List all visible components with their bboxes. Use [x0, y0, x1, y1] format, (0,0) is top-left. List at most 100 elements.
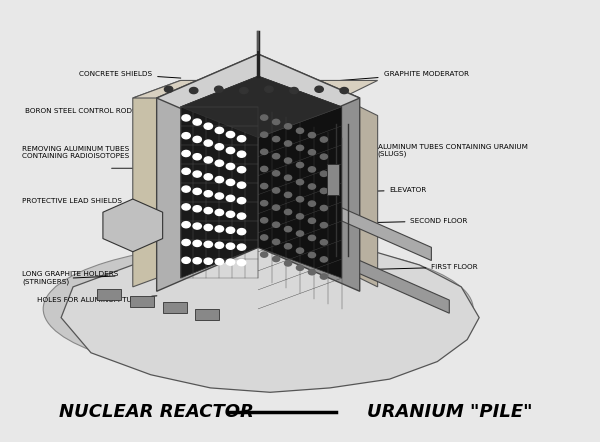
Circle shape: [193, 119, 202, 125]
Circle shape: [204, 157, 212, 163]
Polygon shape: [97, 289, 121, 300]
Polygon shape: [61, 239, 479, 392]
Circle shape: [215, 193, 224, 199]
Circle shape: [284, 192, 292, 198]
Circle shape: [296, 179, 304, 185]
Circle shape: [320, 171, 328, 176]
Circle shape: [182, 133, 190, 139]
Circle shape: [320, 206, 328, 211]
Circle shape: [190, 88, 198, 94]
Polygon shape: [133, 80, 377, 98]
Circle shape: [296, 265, 304, 271]
Text: BORON STEEL CONTROL RODS: BORON STEEL CONTROL RODS: [25, 108, 172, 114]
Circle shape: [284, 210, 292, 215]
Polygon shape: [130, 296, 154, 307]
Text: ELEVATOR: ELEVATOR: [323, 187, 427, 193]
Text: FIRST FLOOR: FIRST FLOOR: [377, 264, 478, 270]
Ellipse shape: [43, 243, 473, 375]
Circle shape: [260, 166, 268, 171]
Circle shape: [340, 88, 349, 94]
Circle shape: [284, 141, 292, 146]
Circle shape: [308, 167, 316, 172]
Circle shape: [238, 229, 246, 235]
Circle shape: [215, 242, 224, 248]
Polygon shape: [157, 54, 258, 291]
Polygon shape: [258, 54, 360, 291]
Circle shape: [226, 179, 235, 186]
Polygon shape: [342, 98, 377, 287]
Circle shape: [284, 226, 292, 232]
Circle shape: [215, 259, 224, 265]
Circle shape: [272, 205, 280, 210]
Circle shape: [320, 137, 328, 142]
Circle shape: [260, 252, 268, 257]
Circle shape: [238, 259, 246, 266]
Circle shape: [272, 239, 280, 244]
Circle shape: [308, 201, 316, 206]
Circle shape: [272, 256, 280, 262]
Circle shape: [204, 140, 212, 146]
Circle shape: [272, 137, 280, 142]
Circle shape: [320, 274, 328, 279]
Circle shape: [238, 167, 246, 173]
Circle shape: [239, 88, 248, 94]
Circle shape: [204, 123, 212, 130]
Circle shape: [265, 86, 273, 92]
Polygon shape: [181, 76, 342, 137]
Circle shape: [296, 128, 304, 133]
Circle shape: [193, 136, 202, 142]
Circle shape: [238, 151, 246, 157]
Circle shape: [284, 158, 292, 163]
Text: GRAPHITE MODERATOR: GRAPHITE MODERATOR: [315, 71, 469, 82]
Polygon shape: [342, 208, 431, 260]
Circle shape: [193, 240, 202, 247]
Circle shape: [226, 243, 235, 249]
Circle shape: [260, 183, 268, 189]
Circle shape: [193, 258, 202, 264]
Circle shape: [308, 235, 316, 240]
Circle shape: [308, 218, 316, 223]
Circle shape: [226, 195, 235, 202]
Polygon shape: [327, 164, 339, 194]
Text: CONCRETE SHIELDS: CONCRETE SHIELDS: [79, 71, 181, 78]
Circle shape: [320, 240, 328, 245]
Circle shape: [215, 176, 224, 183]
Circle shape: [296, 162, 304, 168]
Circle shape: [182, 115, 190, 121]
Text: URANIUM "PILE": URANIUM "PILE": [367, 403, 532, 421]
Circle shape: [164, 86, 173, 92]
Circle shape: [260, 201, 268, 206]
Circle shape: [204, 225, 212, 231]
Circle shape: [182, 221, 190, 228]
Circle shape: [226, 148, 235, 153]
Text: PROTECTIVE LEAD SHIELDS: PROTECTIVE LEAD SHIELDS: [22, 198, 127, 206]
Circle shape: [193, 154, 202, 160]
Circle shape: [296, 231, 304, 236]
Circle shape: [320, 257, 328, 262]
Circle shape: [272, 188, 280, 193]
Circle shape: [308, 270, 316, 275]
Circle shape: [238, 182, 246, 188]
Circle shape: [215, 210, 224, 216]
Circle shape: [284, 261, 292, 266]
Circle shape: [308, 184, 316, 189]
Circle shape: [308, 252, 316, 258]
Polygon shape: [181, 76, 258, 278]
Circle shape: [193, 171, 202, 177]
Polygon shape: [258, 76, 342, 278]
Polygon shape: [133, 80, 181, 287]
Circle shape: [226, 227, 235, 233]
Circle shape: [182, 186, 190, 192]
Circle shape: [296, 197, 304, 202]
Circle shape: [284, 244, 292, 249]
Circle shape: [238, 213, 246, 219]
Circle shape: [272, 222, 280, 227]
Circle shape: [182, 257, 190, 263]
Circle shape: [320, 222, 328, 228]
Circle shape: [308, 150, 316, 155]
Circle shape: [182, 204, 190, 210]
Circle shape: [260, 115, 268, 120]
Circle shape: [272, 153, 280, 159]
Circle shape: [284, 175, 292, 180]
Circle shape: [238, 198, 246, 204]
